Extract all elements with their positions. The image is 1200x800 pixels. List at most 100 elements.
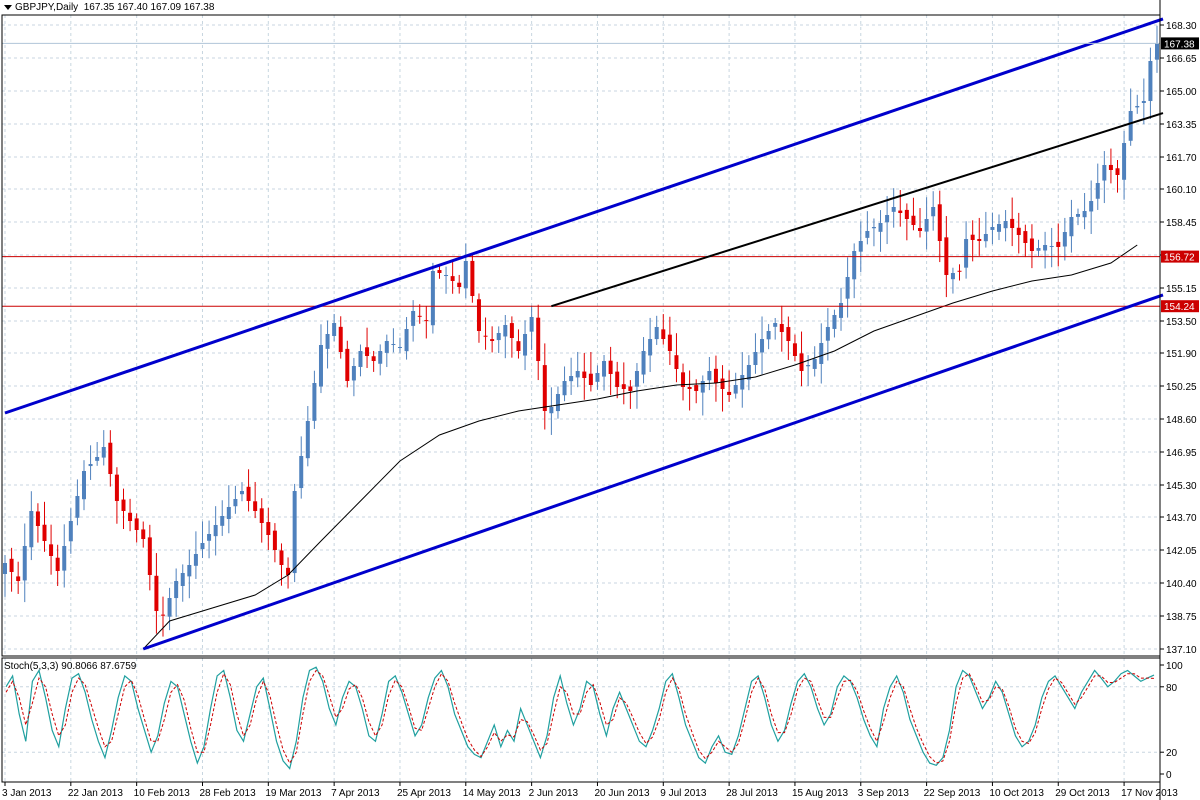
candle-body [819, 343, 824, 364]
candle-body [700, 381, 705, 393]
candle-body [128, 512, 133, 521]
stochastic-label: Stoch(5,3,3) [4, 661, 59, 672]
candle-body [661, 329, 666, 339]
candle-body [582, 371, 587, 378]
candle-body [1062, 232, 1067, 247]
candle-body [200, 543, 205, 550]
candle-body [786, 327, 791, 341]
candle-body [720, 378, 725, 389]
candle-body [555, 394, 560, 412]
y-tick-label: 160.10 [1166, 185, 1197, 196]
candle-body [384, 341, 389, 353]
candle-body [476, 299, 481, 331]
candle-body [588, 373, 593, 385]
stochastic-header: Stoch(5,3,3) 90.8066 87.6759 [4, 661, 136, 672]
candle-body [990, 227, 995, 230]
x-tick-label: 28 Feb 2013 [199, 788, 256, 799]
candle-body [931, 207, 936, 217]
candle-body [35, 511, 40, 526]
candle-body [1089, 201, 1094, 212]
x-tick-label: 22 Sep 2013 [924, 788, 981, 799]
stochastic-y-tick-label: 20 [1166, 748, 1178, 759]
candle-body [167, 598, 172, 617]
x-tick-label: 25 Apr 2013 [397, 788, 451, 799]
candle-body [634, 371, 639, 387]
candle-body [753, 352, 758, 366]
candle-body [832, 315, 837, 329]
channel-lower-line [142, 293, 1164, 651]
candle-body [29, 511, 34, 548]
candle-body [1141, 101, 1146, 103]
candle-body [654, 327, 659, 340]
candle-body [42, 524, 47, 541]
candle-body [114, 474, 119, 501]
candle-body [858, 241, 863, 252]
candle-body [536, 317, 541, 361]
candle-body [424, 320, 429, 322]
stochastic-y-tick-label: 80 [1166, 683, 1178, 694]
candle-body [417, 315, 422, 317]
candle-body [1082, 211, 1087, 218]
y-tick-label: 150.25 [1166, 382, 1197, 393]
y-tick-label: 165.00 [1166, 87, 1197, 98]
candle-body [404, 329, 409, 352]
candle-body [562, 381, 567, 396]
current-price-label: 167.38 [1164, 39, 1195, 50]
dropdown-triangle-icon[interactable] [4, 4, 12, 10]
candle-body [470, 260, 475, 296]
level-price-box [1161, 300, 1199, 313]
candle-body [918, 228, 923, 231]
stochastic-main-line [5, 666, 1155, 770]
candle-body [983, 234, 988, 242]
candle-body [878, 223, 883, 232]
candle-body [325, 334, 330, 349]
candle-body [463, 261, 468, 289]
candle-body [602, 361, 607, 377]
candle-body [259, 508, 264, 523]
candle-body [411, 311, 416, 326]
y-tick-label: 138.75 [1166, 612, 1197, 623]
candle-body [964, 239, 969, 268]
candle-body [1036, 248, 1041, 251]
candle-body [332, 323, 337, 336]
candle-body [430, 271, 435, 326]
candle-body [529, 317, 534, 332]
candle-body [253, 501, 258, 511]
x-tick-label: 29 Oct 2013 [1055, 788, 1110, 799]
candle-body [674, 355, 679, 369]
candle-body [852, 251, 857, 280]
candle-body [1029, 238, 1034, 251]
candle-body [648, 339, 653, 356]
candle-body [839, 303, 844, 318]
candle-body [1115, 168, 1120, 175]
candle-body [272, 530, 277, 550]
candle-body [628, 386, 633, 391]
x-tick-label: 3 Sep 2013 [858, 788, 910, 799]
candle-body [286, 567, 291, 575]
candle-body [437, 270, 442, 273]
y-tick-label: 161.70 [1166, 153, 1197, 164]
candle-body [444, 275, 449, 276]
candle-body [345, 348, 350, 381]
y-tick-label: 143.70 [1166, 513, 1197, 524]
candle-body [575, 371, 580, 378]
candle-body [1023, 231, 1028, 243]
x-tick-label: 10 Feb 2013 [134, 788, 191, 799]
candle-body [378, 351, 383, 364]
candle-body [95, 457, 100, 461]
candle-body [233, 499, 238, 507]
y-tick-label: 140.40 [1166, 579, 1197, 590]
stochastic-panel [5, 666, 1155, 770]
candle-body [101, 447, 106, 458]
candle-body [977, 238, 982, 241]
candle-body [49, 544, 54, 556]
candle-body [88, 464, 93, 467]
y-tick-label: 166.65 [1166, 54, 1197, 65]
candle-body [3, 563, 7, 574]
candle-body [1003, 221, 1008, 229]
x-tick-label: 14 May 2013 [463, 788, 521, 799]
candle-body [147, 537, 152, 575]
candle-body [845, 277, 850, 299]
level-price-box [1161, 250, 1199, 263]
